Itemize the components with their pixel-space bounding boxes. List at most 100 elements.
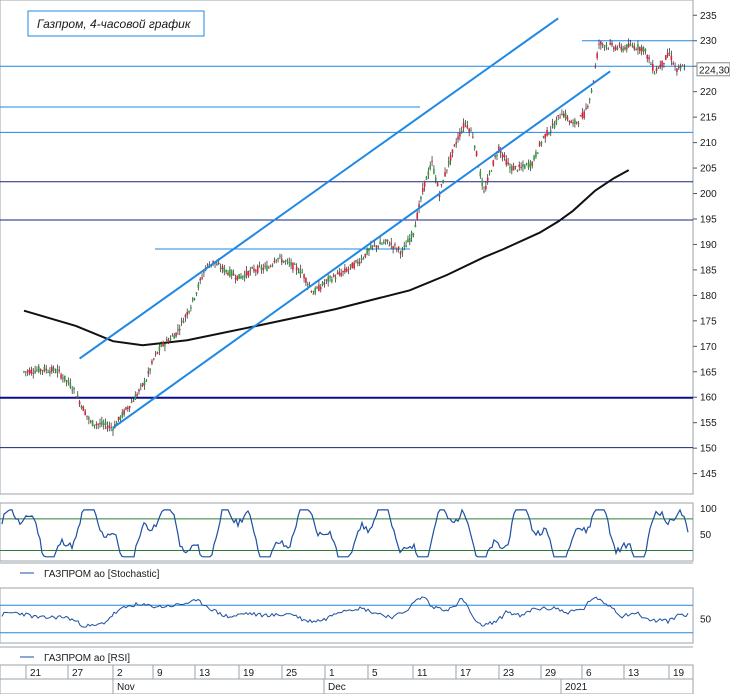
price-tick-label: 210	[700, 138, 717, 149]
candle-body	[91, 420, 94, 427]
candle-body	[191, 297, 194, 301]
candle-body	[52, 367, 55, 371]
candle-body	[255, 270, 257, 272]
candle-body	[299, 268, 302, 274]
candle-body	[36, 369, 38, 371]
candle-body	[195, 292, 198, 295]
candle-body	[512, 166, 515, 171]
candle-body	[216, 263, 218, 266]
candle-body	[119, 416, 122, 420]
candle-body	[73, 387, 75, 390]
candle-body	[314, 288, 316, 294]
candle-body	[436, 183, 439, 187]
candle-body	[134, 395, 137, 400]
candle-body	[162, 341, 164, 346]
candle-body	[130, 401, 133, 403]
candle-body	[627, 43, 630, 48]
date-tick-label: 6	[586, 668, 592, 679]
candle-body	[457, 136, 459, 140]
candle-body	[362, 258, 365, 260]
candle-body	[251, 267, 253, 269]
candle-body	[153, 358, 155, 360]
stochastic-pane: 50 100 ГАЗПРОМ ао [Stochastic]	[0, 502, 717, 580]
candle-body	[62, 377, 64, 379]
candle-body	[240, 276, 242, 279]
candle-body	[227, 272, 229, 275]
price-axis[interactable]: 145 150 155 160 165 170 175 180 185 190 195 200 205 2…	[693, 11, 717, 480]
candle-body	[49, 370, 51, 374]
candle-body	[331, 279, 333, 282]
candle-body	[136, 394, 138, 396]
candle-body	[479, 171, 482, 177]
candle-body	[603, 45, 606, 48]
candle-body	[295, 266, 298, 271]
candle-body	[303, 274, 305, 279]
candle-body	[644, 49, 647, 52]
candle-body	[564, 113, 567, 119]
chart-title: Газпром, 4-часовой график	[37, 17, 192, 31]
candle-body	[292, 262, 294, 270]
month-label: Dec	[328, 682, 346, 693]
candle-body	[453, 144, 456, 146]
candle-body	[141, 383, 144, 386]
candle-body	[661, 60, 663, 67]
date-axis[interactable]: 21 27 2 9 13 19 25 1 5 11 17 23 29 6 13 19 Nov Dec 2021	[0, 664, 694, 694]
candle-body	[167, 340, 170, 343]
candle-body	[345, 269, 348, 272]
candle-body	[56, 368, 59, 373]
rsi-levels	[0, 604, 693, 634]
candle-body	[575, 121, 578, 123]
candle-body	[221, 266, 224, 270]
candle-body	[243, 274, 246, 279]
candle-body	[390, 242, 393, 245]
candle-body	[379, 241, 381, 245]
candle-body	[108, 425, 111, 428]
candle-body	[525, 163, 528, 165]
candle-body	[670, 55, 673, 61]
candle-body	[318, 284, 320, 292]
candle-body	[355, 260, 357, 262]
candle-body	[475, 151, 478, 157]
candle-body	[640, 47, 643, 52]
candle-body	[451, 149, 454, 154]
price-tick-label: 175	[700, 316, 717, 327]
candle-body	[420, 197, 422, 200]
candle-body	[171, 335, 174, 337]
candle-body	[60, 374, 62, 379]
candle-body	[423, 180, 426, 187]
candle-body	[531, 162, 534, 166]
candle-body	[639, 47, 641, 51]
candle-body	[275, 259, 278, 261]
candle-body	[158, 346, 161, 351]
candle-body	[327, 277, 329, 282]
candle-body	[394, 244, 396, 246]
candle-body	[579, 115, 582, 117]
candle-body	[553, 124, 556, 129]
candle-body	[188, 310, 190, 313]
candle-body	[319, 287, 322, 290]
candle-body	[470, 130, 472, 132]
price-tick-label: 190	[700, 240, 717, 251]
candle-body	[609, 42, 611, 45]
candle-body	[145, 380, 148, 382]
title-box[interactable]: Газпром, 4-часовой график	[27, 10, 205, 37]
candle-body	[288, 262, 291, 264]
candle-body	[472, 136, 474, 138]
candle-body	[383, 242, 385, 244]
candle-body	[132, 400, 135, 402]
candle-body	[522, 164, 524, 167]
candle-body	[353, 262, 355, 269]
candle-body	[566, 116, 569, 120]
candle-body	[266, 265, 268, 271]
candle-body	[505, 159, 508, 165]
candle-body	[284, 260, 287, 262]
candle-body	[271, 264, 274, 266]
candle-body	[281, 258, 283, 263]
candle-body	[312, 293, 315, 295]
candle-body	[65, 380, 68, 382]
candle-body	[618, 44, 621, 46]
candle-body	[342, 271, 344, 273]
date-tick-label: 25	[286, 668, 298, 679]
candle-body	[681, 65, 684, 67]
month-label: Nov	[117, 682, 135, 693]
